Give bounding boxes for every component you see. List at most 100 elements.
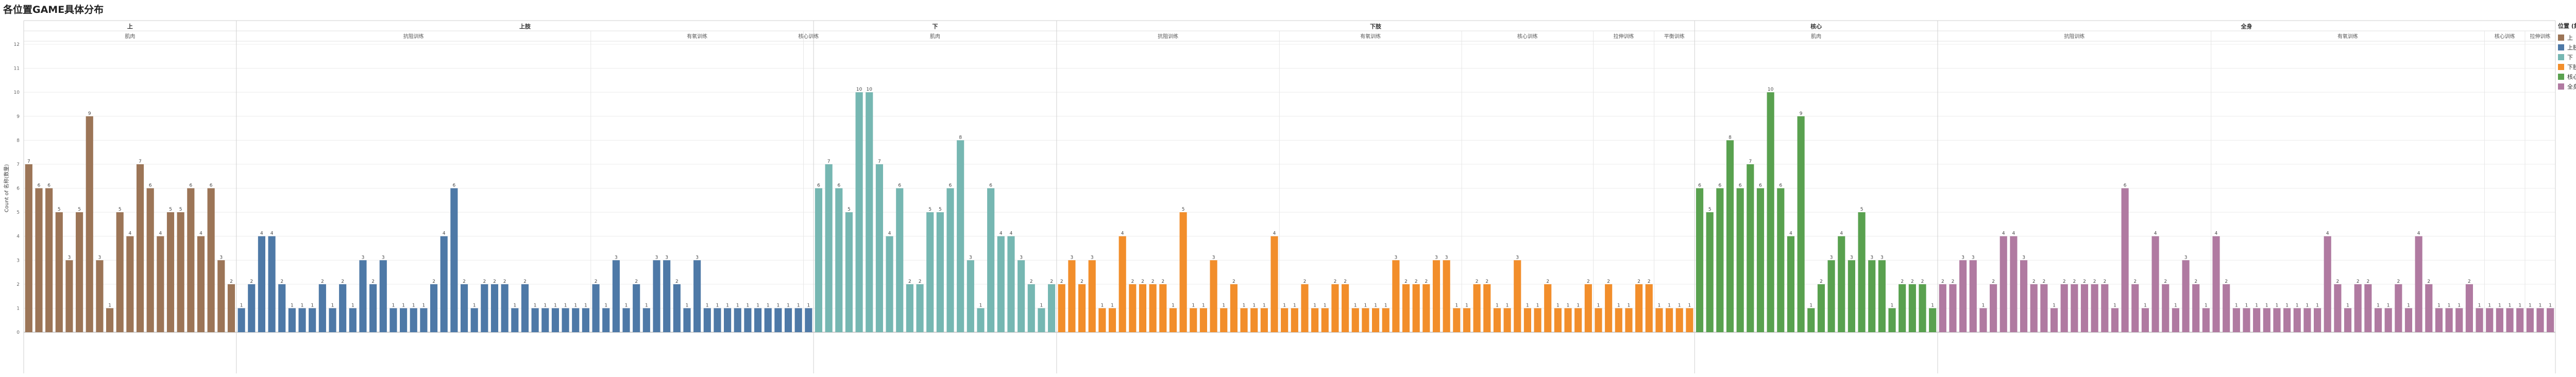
bar-value-label: 2 [1820, 279, 1823, 284]
bar [622, 308, 630, 332]
bar-value-label: 1 [1982, 303, 1985, 308]
bar-value-label: 1 [1243, 303, 1246, 308]
y-tick-label: 12 [14, 42, 20, 47]
bar-value-label: 2 [1334, 279, 1337, 284]
bar-value-label: 2 [463, 279, 466, 284]
bar-value-label: 1 [625, 303, 628, 308]
subgroup-header: 有氧训练 [2337, 33, 2358, 40]
bar [794, 308, 802, 332]
bar [1432, 260, 1440, 332]
bar [1179, 212, 1187, 332]
bar [1534, 308, 1541, 332]
bar [2547, 308, 2554, 332]
bar [1574, 308, 1582, 332]
bar-value-label: 1 [402, 303, 405, 308]
bar-value-label: 2 [1415, 279, 1418, 284]
bar-value-label: 1 [686, 303, 689, 308]
bar [35, 188, 43, 332]
bar [1919, 284, 1926, 332]
bar-value-label: 2 [2225, 279, 2228, 284]
bar-value-label: 2 [1080, 279, 1083, 284]
bar-value-label: 1 [2265, 303, 2268, 308]
group-header: 全身 [2240, 23, 2252, 30]
bar [1139, 284, 1147, 332]
y-tick-label: 5 [16, 210, 20, 215]
bar [1230, 284, 1238, 332]
bar-value-label: 1 [1465, 303, 1468, 308]
bar [1493, 308, 1501, 332]
bar-value-label: 1 [2458, 303, 2461, 308]
bar [288, 308, 296, 332]
bar-value-label: 6 [1779, 183, 1782, 188]
bar [2030, 284, 2038, 332]
bar [2121, 188, 2129, 332]
bar [1473, 284, 1481, 332]
bar-value-label: 2 [2366, 279, 2369, 284]
bar [1301, 284, 1309, 332]
bar-value-label: 2 [1637, 279, 1640, 284]
bar-value-label: 1 [2316, 303, 2319, 308]
bar-value-label: 3 [696, 255, 699, 260]
bar [562, 308, 569, 332]
bar [1797, 116, 1805, 332]
bar [1371, 308, 1380, 332]
bar [2486, 308, 2494, 332]
bar-value-label: 1 [1172, 303, 1175, 308]
bar [1311, 308, 1319, 332]
bar [703, 308, 711, 332]
subgroup-header: 有氧训练 [1360, 33, 1381, 40]
bar-value-label: 2 [432, 279, 435, 284]
bar [1990, 284, 1997, 332]
bar [116, 212, 124, 332]
bar [126, 236, 134, 332]
bar [663, 260, 671, 332]
bar [2141, 308, 2149, 332]
bar [2334, 284, 2342, 332]
subgroup-header: 核心训练 [1517, 33, 1538, 40]
bar-value-label: 2 [1648, 279, 1651, 284]
bar [440, 236, 448, 332]
bar [673, 284, 681, 332]
bar [2111, 308, 2119, 332]
bar-value-label: 1 [1455, 303, 1458, 308]
bar-value-label: 2 [1030, 279, 1033, 284]
legend-item: 核心 [2558, 72, 2576, 81]
bar-value-label: 1 [473, 303, 476, 308]
bar-value-label: 2 [2103, 279, 2106, 284]
bar [1615, 308, 1622, 332]
bar-value-label: 4 [999, 231, 1003, 236]
bar [389, 308, 397, 332]
bar-value-label: 2 [1992, 279, 1995, 284]
bar [76, 212, 83, 332]
bar [1827, 260, 1835, 332]
subgroup-header: 核心训练 [798, 33, 819, 40]
bar [2182, 260, 2190, 332]
bar-value-label: 1 [2448, 303, 2451, 308]
bar [1443, 260, 1450, 332]
bar [1787, 236, 1795, 332]
bar-value-label: 1 [1313, 303, 1316, 308]
bar-value-label: 1 [291, 303, 294, 308]
bar-value-label: 9 [88, 111, 91, 116]
bar-value-label: 1 [1293, 303, 1296, 308]
bar [1220, 308, 1228, 332]
bar [916, 284, 924, 332]
bar [2425, 284, 2433, 332]
bar [1645, 284, 1653, 332]
bar [805, 308, 812, 332]
bar [957, 140, 964, 332]
bar-value-label: 7 [27, 159, 30, 164]
bar [1088, 260, 1096, 332]
bar-value-label: 1 [2549, 303, 2552, 308]
bar-value-label: 2 [280, 279, 283, 284]
bar-value-label: 3 [1435, 255, 1438, 260]
bar-value-label: 3 [98, 255, 101, 260]
bar [1078, 284, 1086, 332]
bar-value-label: 6 [817, 183, 820, 188]
bar [278, 284, 286, 332]
bar [1675, 308, 1683, 332]
bar-value-label: 2 [675, 279, 679, 284]
bar [460, 284, 468, 332]
bar-value-label: 1 [351, 303, 354, 308]
bar [2243, 308, 2250, 332]
